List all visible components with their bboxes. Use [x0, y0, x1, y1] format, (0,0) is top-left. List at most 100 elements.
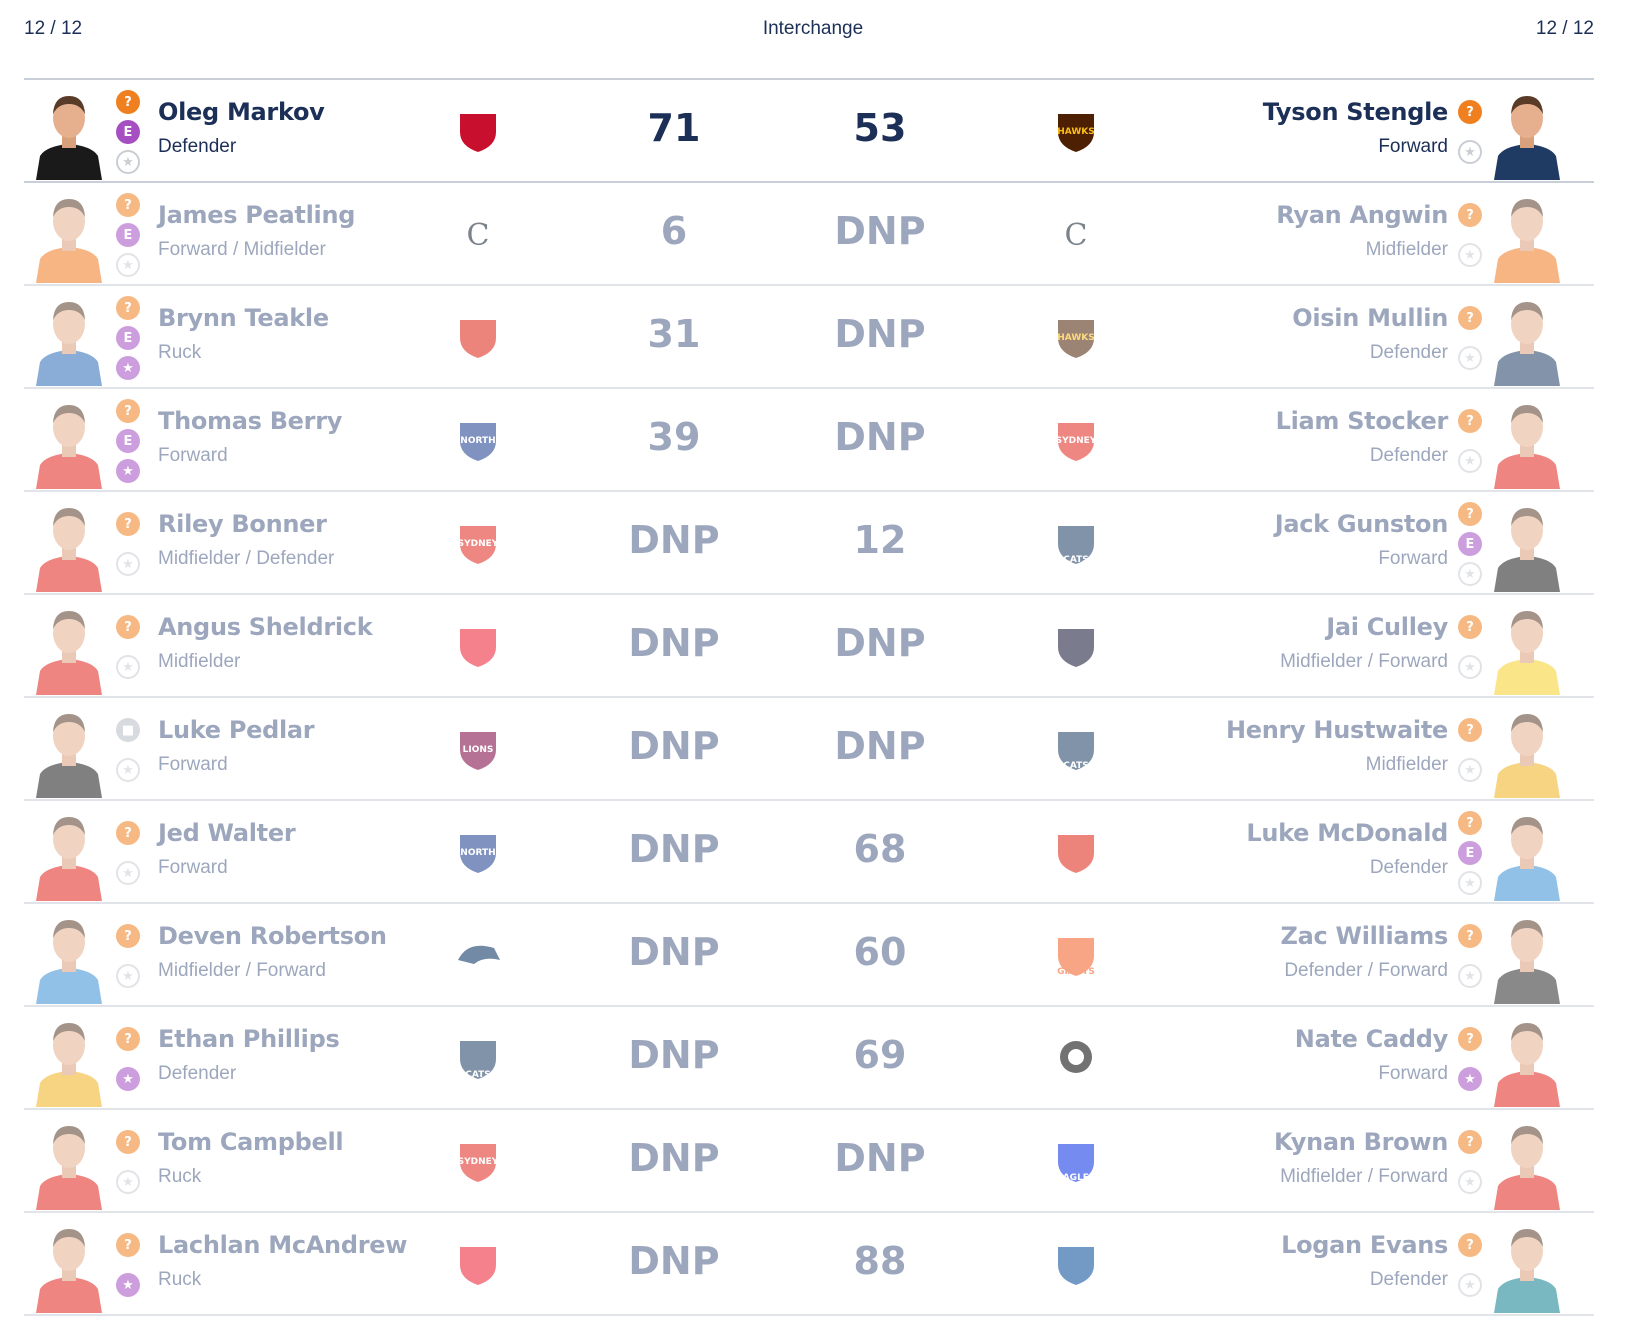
matchup-row[interactable]: ? ★ Tom Campbell Ruck SYDNEY DNP DNP EAGLES Kyna…	[24, 1110, 1594, 1213]
left-player-name[interactable]: Tom Campbell	[158, 1128, 344, 1156]
right-player-info[interactable]: Kynan Brown Midfielder / Forward	[1274, 1128, 1448, 1188]
star-outline-icon[interactable]: ★	[1458, 758, 1482, 782]
right-player-info[interactable]: Henry Hustwaite Midfielder	[1226, 716, 1448, 776]
left-player-info[interactable]: Brynn Teakle Ruck	[158, 304, 329, 364]
star-outline-icon[interactable]: ★	[1458, 964, 1482, 988]
right-player-avatar[interactable]	[1490, 601, 1564, 695]
left-player-avatar[interactable]	[32, 292, 106, 386]
right-player-avatar[interactable]	[1490, 1013, 1564, 1107]
captain-star-icon[interactable]: ★	[116, 459, 140, 483]
matchup-row[interactable]: ? E ★ Thomas Berry Forward NORTH 39 DNP SYDNEY Li…	[24, 389, 1594, 492]
left-player-avatar[interactable]	[32, 601, 106, 695]
left-player-info[interactable]: James Peatling Forward / Midfielder	[158, 201, 355, 261]
left-player-info[interactable]: Lachlan McAndrew Ruck	[158, 1231, 407, 1291]
star-outline-icon[interactable]: ★	[1458, 1273, 1482, 1297]
matchup-row[interactable]: ? ★ Deven Robertson Midfielder / Forward DNP…	[24, 904, 1594, 1007]
right-player-name[interactable]: Tyson Stengle	[1262, 98, 1449, 126]
star-outline-icon[interactable]: ★	[1458, 1170, 1482, 1194]
left-player-info[interactable]: Luke Pedlar Forward	[158, 716, 315, 776]
left-player-info[interactable]: Riley Bonner Midfielder / Defender	[158, 510, 334, 570]
right-player-avatar[interactable]	[1490, 189, 1564, 283]
left-player-avatar[interactable]	[32, 1219, 106, 1313]
left-player-info[interactable]: Deven Robertson Midfielder / Forward	[158, 922, 387, 982]
left-player-info[interactable]: Oleg Markov Defender	[158, 98, 325, 158]
right-player-info[interactable]: Jai Culley Midfielder / Forward	[1280, 613, 1448, 673]
left-player-avatar[interactable]	[32, 704, 106, 798]
star-outline-icon[interactable]: ★	[116, 964, 140, 988]
right-player-avatar[interactable]	[1490, 395, 1564, 489]
right-player-name[interactable]: Luke McDonald	[1246, 819, 1448, 847]
matchup-row[interactable]: ? E ★ Brynn Teakle Ruck SUNS 31 DNP HAWKS Oisin M…	[24, 286, 1594, 389]
right-player-name[interactable]: Oisin Mullin	[1292, 304, 1448, 332]
star-outline-icon[interactable]: ★	[1458, 655, 1482, 679]
star-outline-icon[interactable]: ★	[1458, 346, 1482, 370]
left-player-info[interactable]: Angus Sheldrick Midfielder	[158, 613, 373, 673]
right-player-avatar[interactable]	[1490, 86, 1564, 180]
left-player-name[interactable]: Thomas Berry	[158, 407, 343, 435]
right-player-name[interactable]: Jai Culley	[1326, 613, 1448, 641]
captain-star-icon[interactable]: ★	[1458, 1067, 1482, 1091]
left-player-name[interactable]: Brynn Teakle	[158, 304, 329, 332]
left-player-avatar[interactable]	[32, 910, 106, 1004]
left-player-avatar[interactable]	[32, 189, 106, 283]
left-player-name[interactable]: Ethan Phillips	[158, 1025, 340, 1053]
star-outline-icon[interactable]: ★	[1458, 449, 1482, 473]
left-player-info[interactable]: Thomas Berry Forward	[158, 407, 342, 467]
right-player-info[interactable]: Tyson Stengle Forward	[1262, 98, 1449, 158]
left-player-name[interactable]: James Peatling	[158, 201, 356, 229]
star-outline-icon[interactable]: ★	[1458, 562, 1482, 586]
right-player-avatar[interactable]	[1490, 1219, 1564, 1313]
star-outline-icon[interactable]: ★	[116, 861, 140, 885]
matchup-row[interactable]: ? ★ Riley Bonner Midfielder / Defender SYDNE…	[24, 492, 1594, 595]
right-player-info[interactable]: Nate Caddy Forward	[1294, 1025, 1449, 1085]
left-player-name[interactable]: Lachlan McAndrew	[158, 1231, 408, 1259]
matchup-row[interactable]: ? ★ Angus Sheldrick Midfielder DNP DNP Jai Cul…	[24, 595, 1594, 698]
right-player-info[interactable]: Liam Stocker Defender	[1275, 407, 1449, 467]
right-player-info[interactable]: Logan Evans Defender	[1281, 1231, 1448, 1291]
right-player-avatar[interactable]	[1490, 498, 1564, 592]
right-player-info[interactable]: Ryan Angwin Midfielder	[1276, 201, 1448, 261]
star-outline-icon[interactable]: ★	[116, 655, 140, 679]
captain-star-icon[interactable]: ★	[116, 1273, 140, 1297]
left-player-name[interactable]: Oleg Markov	[158, 98, 325, 126]
left-player-name[interactable]: Luke Pedlar	[158, 716, 315, 744]
left-player-name[interactable]: Jed Walter	[158, 819, 296, 847]
right-player-avatar[interactable]	[1490, 1116, 1564, 1210]
right-player-name[interactable]: Jack Gunston	[1274, 510, 1449, 538]
left-player-avatar[interactable]	[32, 395, 106, 489]
left-player-info[interactable]: Jed Walter Forward	[158, 819, 296, 879]
left-player-avatar[interactable]	[32, 86, 106, 180]
right-player-info[interactable]: Zac Williams Defender / Forward	[1280, 922, 1449, 982]
left-player-avatar[interactable]	[32, 1116, 106, 1210]
right-player-info[interactable]: Luke McDonald Defender	[1246, 819, 1448, 879]
right-player-name[interactable]: Liam Stocker	[1275, 407, 1449, 435]
left-player-avatar[interactable]	[32, 498, 106, 592]
captain-star-icon[interactable]: ★	[116, 1067, 140, 1091]
left-player-name[interactable]: Riley Bonner	[158, 510, 327, 538]
star-outline-icon[interactable]: ★	[116, 552, 140, 576]
right-player-avatar[interactable]	[1490, 704, 1564, 798]
right-player-name[interactable]: Nate Caddy	[1294, 1025, 1449, 1053]
right-player-name[interactable]: Henry Hustwaite	[1225, 716, 1448, 744]
left-player-name[interactable]: Deven Robertson	[158, 922, 387, 950]
matchup-row[interactable]: ? ★ Jed Walter Forward NORTH DNP 68 SUNS Luke Mc…	[24, 801, 1594, 904]
matchup-row[interactable]: ? E ★ Oleg Markov Defender 71 53 HAWKS Tyson Ste…	[24, 80, 1594, 183]
star-outline-icon[interactable]: ★	[1458, 871, 1482, 895]
star-outline-icon[interactable]: ★	[116, 1170, 140, 1194]
left-player-avatar[interactable]	[32, 1013, 106, 1107]
left-player-info[interactable]: Ethan Phillips Defender	[158, 1025, 340, 1085]
right-player-name[interactable]: Zac Williams	[1280, 922, 1449, 950]
right-player-avatar[interactable]	[1490, 807, 1564, 901]
star-outline-icon[interactable]: ★	[116, 758, 140, 782]
left-player-info[interactable]: Tom Campbell Ruck	[158, 1128, 344, 1188]
right-player-info[interactable]: Oisin Mullin Defender	[1292, 304, 1448, 364]
matchup-row[interactable]: ? ★ Ethan Phillips Defender CATS DNP 69 Nate Ca…	[24, 1007, 1594, 1110]
right-player-name[interactable]: Logan Evans	[1281, 1231, 1448, 1259]
right-player-name[interactable]: Ryan Angwin	[1276, 201, 1448, 229]
right-player-info[interactable]: Jack Gunston Forward	[1274, 510, 1449, 570]
left-player-name[interactable]: Angus Sheldrick	[158, 613, 373, 641]
star-outline-icon[interactable]: ★	[116, 253, 140, 277]
right-player-avatar[interactable]	[1490, 910, 1564, 1004]
captain-star-icon[interactable]: ★	[116, 356, 140, 380]
matchup-row[interactable]: ■ ★ Luke Pedlar Forward LIONS DNP DNP CATS Henry…	[24, 698, 1594, 801]
